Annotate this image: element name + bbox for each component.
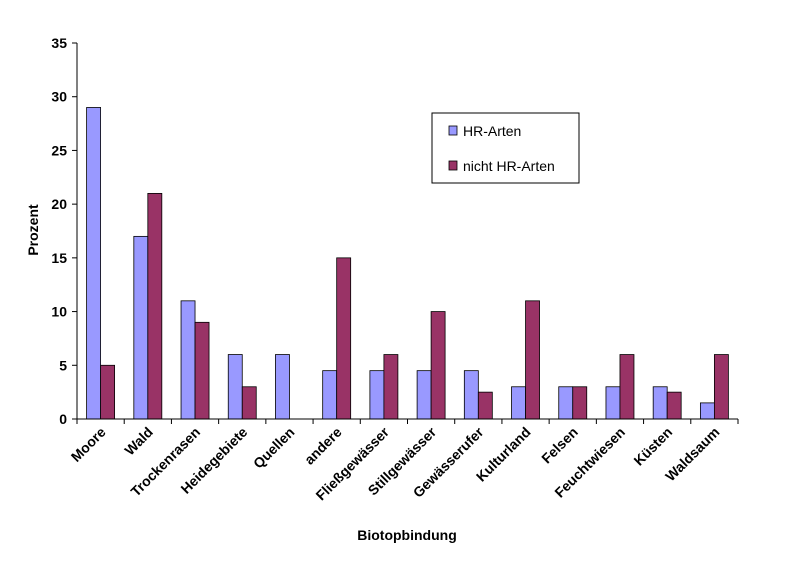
bar-nicht-hr-arten <box>194 321 210 420</box>
bar-nicht-hr-arten <box>100 364 116 420</box>
y-tick-label: 10 <box>51 304 67 320</box>
x-tick-label: Felsen <box>538 424 581 467</box>
y-tick-label: 15 <box>51 250 67 266</box>
y-tick-label: 5 <box>59 357 67 373</box>
legend: HR-Arten nicht HR-Arten <box>431 112 580 184</box>
bar-hr-arten <box>133 235 149 420</box>
bar-hr-arten <box>275 354 290 420</box>
y-tick-label: 30 <box>51 89 67 105</box>
bar-hr-arten <box>180 300 196 420</box>
bar-hr-arten <box>416 370 432 420</box>
bar-hr-arten <box>652 386 668 420</box>
bar-hr-arten <box>322 370 338 420</box>
bar-nicht-hr-arten <box>713 354 729 420</box>
bar-hr-arten <box>558 386 574 420</box>
x-axis-title: Biotopbindung <box>357 527 457 543</box>
legend-label-hr-arten: HR-Arten <box>463 123 521 139</box>
bar-hr-arten <box>699 402 715 420</box>
bar-hr-arten <box>86 107 102 420</box>
bar-nicht-hr-arten <box>525 300 540 420</box>
bar-hr-arten <box>511 386 526 420</box>
x-tick-label: Wald <box>121 424 156 459</box>
y-axis-title: Prozent <box>25 204 41 256</box>
x-tick-label: Moore <box>68 424 109 465</box>
bar-nicht-hr-arten <box>477 391 493 420</box>
bar-nicht-hr-arten <box>619 354 635 420</box>
bar-hr-arten <box>369 370 385 420</box>
bar-nicht-hr-arten <box>241 386 257 420</box>
bar-nicht-hr-arten <box>666 391 682 420</box>
y-tick-label: 25 <box>51 142 67 158</box>
bar-hr-arten <box>605 386 621 420</box>
legend-box <box>431 112 580 184</box>
legend-swatch-nicht-hr-arten <box>448 160 458 171</box>
y-tick-label: 35 <box>51 35 67 51</box>
legend-swatch-hr-arten <box>448 125 458 136</box>
x-tick-label: andere <box>301 424 345 468</box>
x-tick-label: Küsten <box>630 424 675 469</box>
bars <box>86 107 729 420</box>
x-tick-label: Quellen <box>250 424 298 472</box>
bar-nicht-hr-arten <box>336 257 352 420</box>
legend-label-nicht-hr-arten: nicht HR-Arten <box>463 158 555 174</box>
bar-hr-arten <box>463 370 479 420</box>
bar-hr-arten <box>227 354 243 420</box>
y-tick-label: 20 <box>51 196 67 212</box>
bar-nicht-hr-arten <box>147 192 163 420</box>
bar-nicht-hr-arten <box>572 386 588 420</box>
y-axis-ticks: 0 5 10 15 20 25 30 35 <box>51 35 77 427</box>
bar-nicht-hr-arten <box>383 354 399 420</box>
y-tick-label: 0 <box>59 411 67 427</box>
bar-nicht-hr-arten <box>430 311 446 420</box>
